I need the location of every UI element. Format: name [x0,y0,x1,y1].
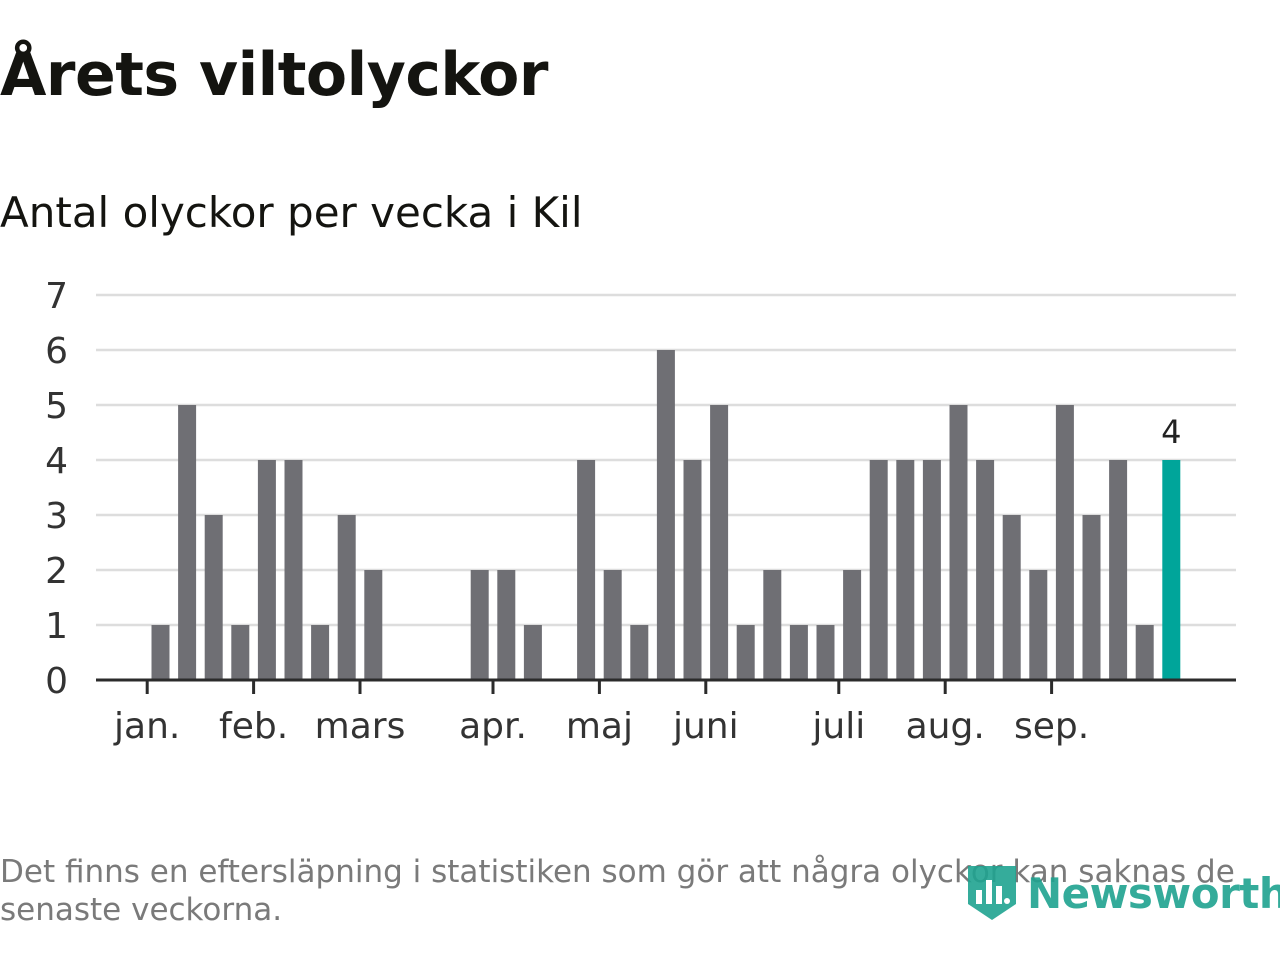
bar [922,460,941,680]
bar [656,350,675,680]
y-tick-label: 6 [45,331,68,372]
y-tick-label: 5 [45,386,68,427]
y-tick-label: 2 [45,551,68,592]
x-tick-label: juni [672,706,739,747]
newsworthy-logo: Newsworthy [965,860,1280,926]
bar [523,625,542,680]
bar [1002,515,1021,680]
bar [976,460,995,680]
bar [1109,460,1128,680]
y-axis-ticks: 0 1 2 3 4 5 6 7 [45,276,68,702]
y-tick-label: 0 [45,661,68,702]
bar [577,460,596,680]
bar [896,460,915,680]
page-title: Årets viltolyckor [0,40,549,110]
footnote: Det finns en eftersläpning i statistiken… [0,854,1235,928]
bar [284,460,303,680]
bar [763,570,782,680]
bar [710,405,729,680]
x-tick-label: juli [811,706,865,747]
bar [1029,570,1048,680]
x-tick-label: sep. [1014,706,1089,747]
x-tick-label: apr. [459,706,527,747]
newsworthy-logo-icon [968,866,1016,920]
x-axis-ticks: jan. feb. mars apr. maj juni juli aug. sep. [113,680,1089,747]
bar [869,460,888,680]
bar [497,570,516,680]
bar [151,625,170,680]
bar [843,570,862,680]
bar [257,460,276,680]
y-tick-label: 3 [45,496,68,537]
brand-name: Newsworthy [1027,868,1280,918]
highlight-data-label: 4 [1161,413,1181,451]
bar [1135,625,1154,680]
y-tick-label: 1 [45,606,68,647]
bar [231,625,250,680]
bar [949,405,968,680]
highlight-bar [1162,460,1181,680]
y-tick-label: 4 [45,441,68,482]
x-tick-label: aug. [906,706,985,747]
bar [470,570,489,680]
bar [630,625,649,680]
bar [789,625,808,680]
bar [178,405,197,680]
bar [816,625,835,680]
bar [337,515,356,680]
bar [1082,515,1101,680]
bar-chart: 0 1 2 3 4 5 6 7 4 jan. feb. mars apr. maj juni juli au… [45,276,1236,747]
bars: 4 [151,350,1181,680]
bar [603,570,622,680]
bar [364,570,383,680]
chart-subtitle: Antal olyckor per vecka i Kil [0,188,583,237]
bar [736,625,755,680]
y-tick-label: 7 [45,276,68,317]
bar [311,625,330,680]
x-tick-label: feb. [219,706,288,747]
x-tick-label: jan. [113,706,180,747]
bar [204,515,223,680]
x-tick-label: mars [315,706,406,747]
bar [683,460,702,680]
x-tick-label: maj [566,706,633,747]
bar [1055,405,1074,680]
